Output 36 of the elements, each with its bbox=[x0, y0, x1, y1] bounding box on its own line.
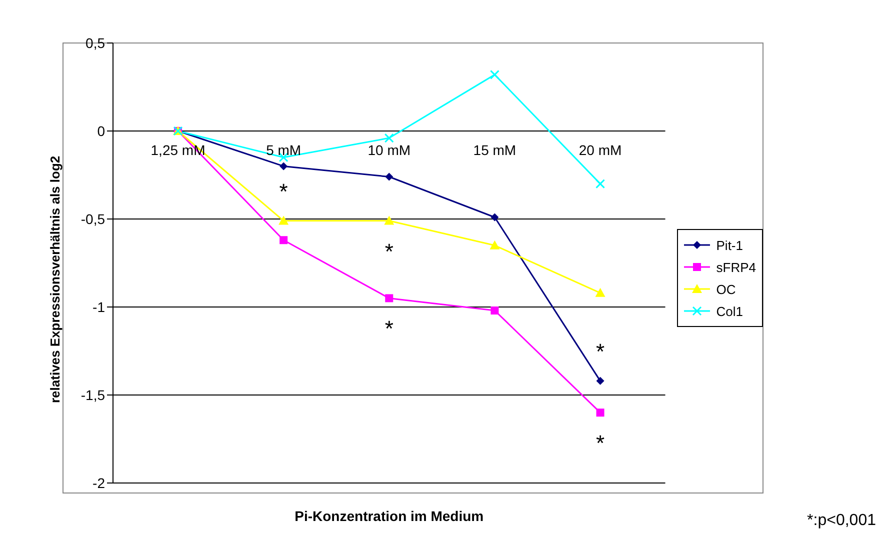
point bbox=[384, 133, 394, 143]
y-tick-label: 0 bbox=[97, 122, 106, 139]
y-axis-title: relatives Expressionsverhältnis als log2 bbox=[48, 156, 63, 403]
point bbox=[490, 240, 500, 250]
y-tick-label: 0,5 bbox=[86, 34, 106, 51]
point bbox=[280, 162, 288, 170]
point bbox=[278, 216, 289, 225]
point bbox=[385, 294, 394, 302]
text: *:p<0,001 bbox=[807, 512, 876, 530]
x-axis-title: Pi-Konzentration im Medium bbox=[294, 508, 484, 524]
annotation: * bbox=[596, 430, 605, 456]
point bbox=[596, 376, 604, 385]
x-tick-label: 10 mM bbox=[368, 142, 411, 158]
legend-label: sFRP4 bbox=[716, 260, 756, 274]
annotation: * bbox=[596, 338, 605, 364]
point bbox=[490, 70, 500, 80]
y-tick-label: -2 bbox=[92, 474, 106, 491]
point bbox=[596, 179, 606, 189]
x-tick-label: 15 mM bbox=[473, 142, 516, 158]
legend-label: OC bbox=[716, 282, 736, 296]
point bbox=[490, 213, 499, 222]
legend-label: Col1 bbox=[716, 304, 744, 318]
point bbox=[596, 408, 604, 417]
point bbox=[385, 172, 394, 181]
y-tick-label: -1,5 bbox=[80, 386, 106, 403]
legend-label: Pit-1 bbox=[716, 238, 743, 252]
point bbox=[490, 306, 499, 315]
annotation: * bbox=[384, 316, 394, 342]
annotation: * bbox=[279, 178, 288, 204]
point bbox=[384, 216, 394, 225]
annotation: * bbox=[384, 238, 394, 264]
point bbox=[595, 288, 606, 297]
y-tick-label: -1 bbox=[92, 298, 106, 315]
x-tick-label: 20 mM bbox=[578, 142, 622, 158]
point bbox=[280, 236, 288, 244]
y-tick-label: -0,5 bbox=[80, 210, 106, 227]
